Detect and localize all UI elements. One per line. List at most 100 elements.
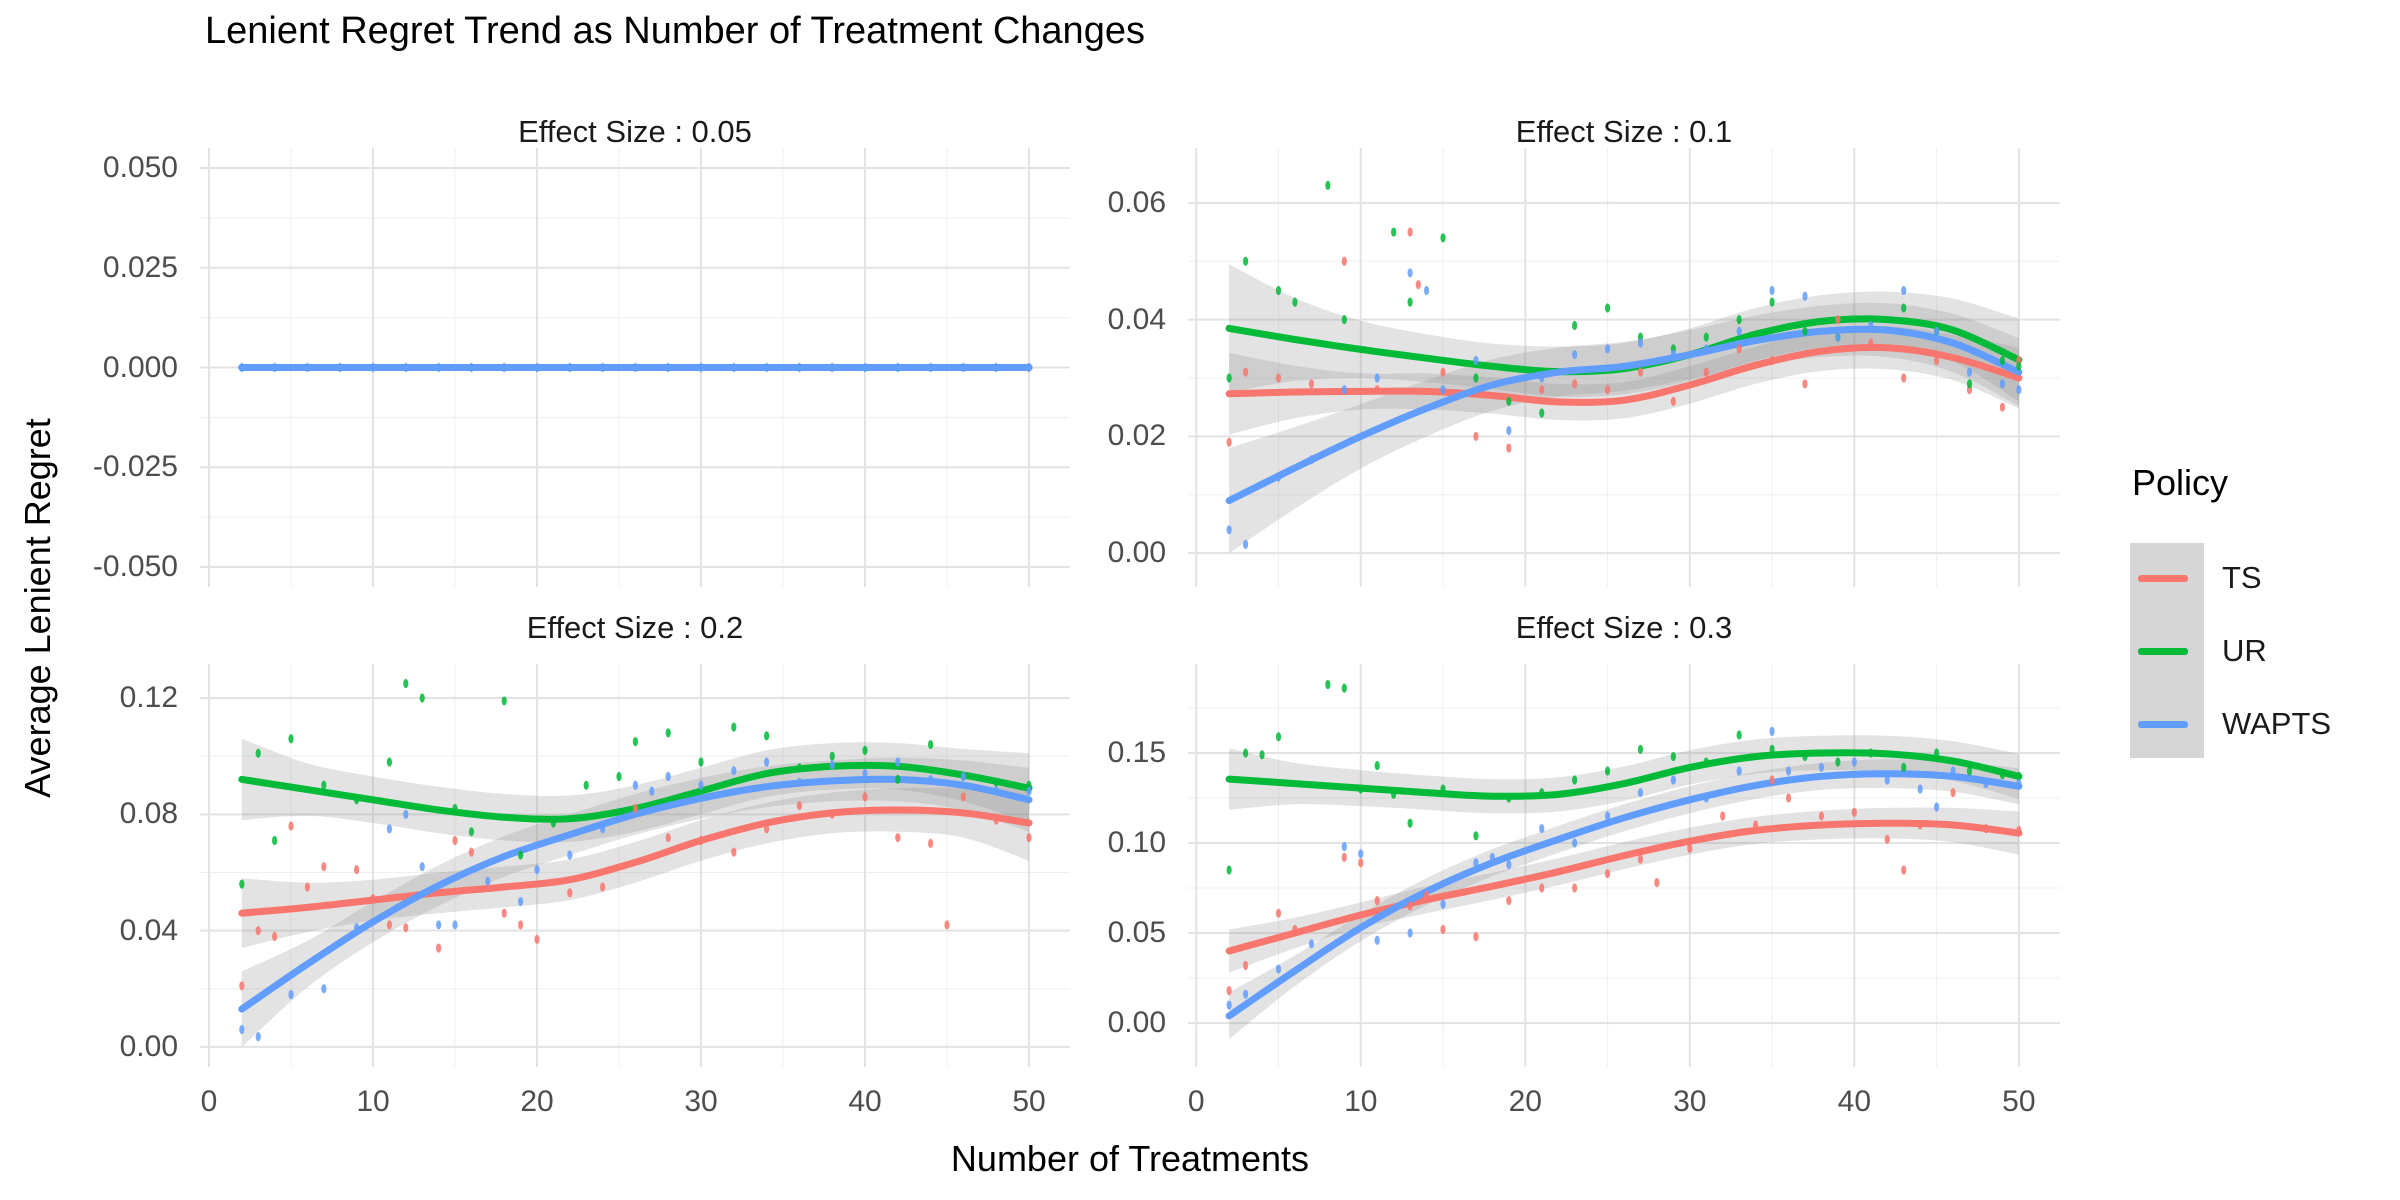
data-point-wapts [698, 780, 704, 790]
data-point-ts [1950, 787, 1956, 798]
data-point-ts [1275, 908, 1282, 918]
data-point-ur [632, 737, 639, 747]
data-point-wapts [1308, 455, 1314, 465]
data-point-ur [2016, 771, 2022, 781]
data-point-ur [1440, 784, 1446, 794]
data-point-ur [1572, 775, 1578, 785]
data-point-ts [1423, 890, 1430, 900]
data-point-wapts [239, 1024, 245, 1035]
x-tick-label: 20 [520, 1085, 554, 1118]
data-point-ts [1275, 373, 1282, 383]
data-point-wapts [468, 362, 475, 373]
data-point-ts [304, 882, 311, 892]
x-tick-label: 10 [1344, 1085, 1378, 1118]
data-point-ur [386, 757, 393, 767]
data-point-ts [1687, 843, 1693, 853]
data-point-wapts [1604, 344, 1611, 354]
x-tick-label: 50 [1012, 1085, 1046, 1118]
y-tick-label: 0.04 [119, 913, 178, 947]
x-tick-label: 0 [1187, 1085, 1205, 1118]
trend-line-ts [1225, 819, 2023, 955]
legend-title: Policy [2132, 462, 2229, 503]
data-point-ur [993, 777, 999, 787]
trend-line-wapts [1225, 770, 2023, 1020]
data-point-wapts [1539, 823, 1545, 834]
data-point-wapts [1242, 539, 1249, 549]
data-point-ur [354, 795, 360, 805]
data-point-ts [370, 894, 376, 904]
data-point-ur [1407, 818, 1413, 828]
legend-key-box [2130, 543, 2204, 758]
data-point-ts [665, 832, 671, 843]
data-point-ur [419, 693, 425, 703]
data-point-wapts [419, 862, 425, 872]
data-point-wapts [1226, 1000, 1232, 1010]
data-point-wapts [534, 864, 540, 875]
data-point-ts [1440, 367, 1446, 377]
data-point-wapts [1473, 355, 1479, 366]
data-point-wapts [370, 362, 376, 373]
data-point-ur [1999, 355, 2006, 366]
data-point-ur [895, 774, 901, 785]
data-point-wapts [1934, 326, 1940, 336]
data-point-wapts [632, 780, 639, 790]
data-point-ts [1374, 385, 1380, 395]
data-point-ts [796, 801, 803, 811]
data-point-wapts [698, 362, 704, 373]
y-tick-label: 0.025 [102, 250, 178, 284]
x-tick-label: 30 [1673, 1085, 1707, 1118]
data-point-ur [1242, 748, 1249, 758]
data-point-wapts [960, 771, 967, 782]
trend-line-ts [1225, 343, 2023, 406]
x-tick-label: 30 [684, 1085, 718, 1118]
data-point-ur [1572, 320, 1578, 331]
data-point-wapts [1736, 766, 1742, 776]
data-point-ts [1358, 858, 1364, 868]
data-point-ts [272, 931, 278, 942]
data-point-wapts [1506, 859, 1512, 870]
chart-title: Lenient Regret Trend as Number of Treatm… [205, 10, 1145, 52]
data-point-ur [1374, 760, 1380, 771]
data-point-ur [1226, 373, 1232, 383]
y-tick-label: 0.10 [1107, 825, 1166, 859]
data-point-ur [829, 751, 835, 761]
data-point-wapts [1572, 838, 1578, 848]
data-point-wapts [1818, 762, 1825, 772]
data-point-wapts [600, 362, 606, 373]
data-point-ur [1802, 326, 1808, 336]
data-point-wapts [1736, 326, 1742, 336]
data-point-wapts [1835, 332, 1841, 342]
data-point-ur [731, 722, 737, 732]
data-point-wapts [1604, 811, 1611, 821]
data-point-ur [1391, 227, 1397, 237]
facet-strip-effect-0.3: Effect Size : 0.3 [1515, 610, 1733, 645]
data-point-ur [1670, 751, 1676, 762]
data-point-ts [1473, 932, 1479, 942]
data-point-ts [829, 809, 835, 819]
data-point-wapts [436, 362, 442, 373]
confidence-band-ur [1229, 264, 2019, 402]
data-point-ts [764, 824, 770, 834]
data-point-wapts [1226, 525, 1232, 535]
data-point-wapts [665, 771, 671, 782]
data-point-wapts [993, 786, 999, 796]
data-point-ts [862, 792, 868, 802]
data-point-ts [468, 847, 475, 857]
y-tick-label: -0.050 [92, 550, 178, 584]
data-point-ts [1934, 355, 1940, 366]
data-point-ts [1341, 852, 1347, 862]
data-point-ur [2016, 361, 2022, 371]
panel-effect-0.3 [1188, 664, 2060, 1067]
facet-strip-effect-0.2: Effect Size : 0.2 [526, 610, 744, 645]
data-point-wapts [1868, 320, 1874, 331]
x-tick-label: 40 [848, 1085, 882, 1118]
data-point-ts [1901, 373, 1907, 383]
data-point-ur [1275, 732, 1282, 742]
data-point-wapts [403, 809, 409, 819]
data-point-wapts [731, 766, 737, 776]
data-point-wapts [485, 876, 491, 886]
x-tick-label: 20 [1508, 1085, 1542, 1118]
data-point-ts [1736, 344, 1742, 354]
data-point-ts [1703, 367, 1709, 377]
data-point-ts [1374, 896, 1380, 906]
